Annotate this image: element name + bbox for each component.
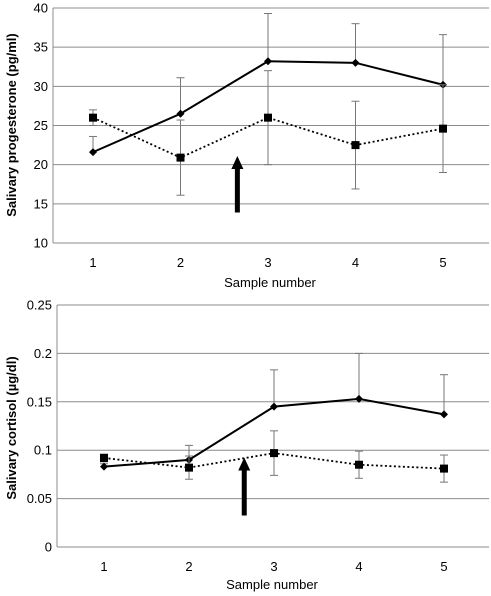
x-tick-label: 5	[440, 559, 447, 574]
square-point	[176, 153, 185, 162]
y-tick-label: 0.1	[34, 443, 52, 458]
diamond-point	[355, 394, 363, 403]
y-tick-label: 0.25	[27, 298, 52, 313]
x-tick-label: 3	[270, 559, 277, 574]
y-tick-label: 20	[34, 157, 48, 172]
diamond-point	[100, 462, 108, 471]
y-axis-title-0: Salivary progesterone (pg/ml)	[4, 33, 19, 217]
y-tick-label: 40	[34, 1, 48, 16]
y-tick-label: 30	[34, 79, 48, 94]
y-tick-label: 25	[34, 118, 48, 133]
diamond-point	[270, 402, 278, 411]
diamond-point	[440, 410, 448, 419]
square-point	[264, 113, 272, 122]
diamond-point	[264, 57, 272, 66]
x-tick-label: 1	[89, 255, 96, 270]
y-tick-label: 35	[34, 40, 48, 55]
arrow-head	[231, 156, 244, 170]
x-tick-label: 1	[100, 559, 107, 574]
square-point	[185, 463, 193, 472]
y-axis-title-1: Salivary cortisol (µg/dl)	[4, 356, 19, 499]
y-tick-label: 0.05	[27, 491, 52, 506]
progesterone-chart: 10 15 20 25 30 35 40 1 2 3 4 5	[34, 1, 489, 270]
square-point	[100, 453, 108, 462]
square-point	[355, 460, 363, 469]
diamond-point	[351, 58, 360, 67]
square-point	[89, 113, 97, 122]
x-axis-title-1: Sample number	[226, 577, 318, 592]
y-tick-label: 15	[34, 196, 48, 211]
diamond-point	[176, 109, 185, 118]
x-tick-label: 4	[352, 255, 359, 270]
square-point	[440, 464, 448, 473]
square-point	[439, 124, 447, 133]
cortisol-chart: 0 0.05 0.1 0.15 0.2 0.25 1 2 3 4 5	[27, 298, 489, 574]
y-tick-label: 10	[34, 236, 48, 251]
arrow-head	[238, 457, 251, 471]
x-tick-label: 2	[185, 559, 192, 574]
diamond-point	[89, 148, 97, 157]
square-point	[351, 141, 360, 150]
y-tick-label: 0	[45, 540, 52, 555]
x-tick-label: 3	[264, 255, 271, 270]
y-tick-label: 0.15	[27, 394, 52, 409]
y-tick-label: 0.2	[34, 346, 52, 361]
x-axis-title-0: Sample number	[224, 275, 316, 290]
series-line-dotted	[92, 116, 444, 159]
square-point	[270, 449, 278, 458]
x-tick-label: 5	[439, 255, 446, 270]
x-tick-label: 4	[355, 559, 362, 574]
x-tick-label: 2	[177, 255, 184, 270]
